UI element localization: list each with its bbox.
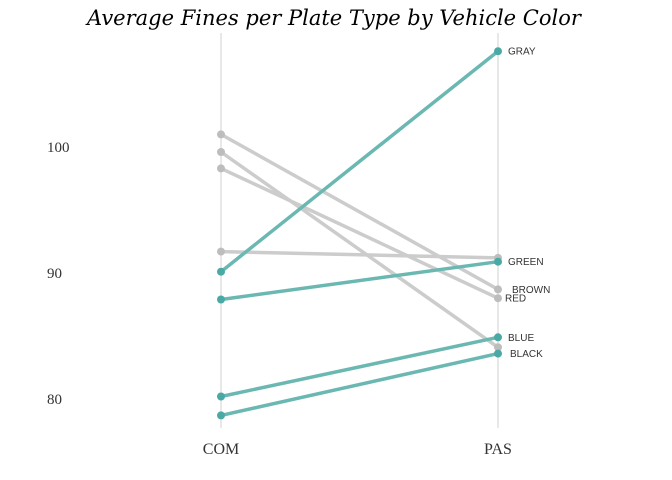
y-axis-ticks: 80 90 100 (47, 140, 70, 408)
series-label-gray: GRAY (508, 47, 536, 58)
series-line-gray (219, 49, 500, 274)
point-com-unlabeled-6 (217, 148, 225, 156)
x-axis-ticks: COM PAS (203, 441, 512, 458)
point-com-brown (217, 130, 225, 139)
point-pas-gray (494, 47, 502, 56)
series-label-brown: BROWN (512, 285, 550, 296)
point-com-gray (217, 267, 225, 276)
point-com-blue (217, 392, 225, 401)
series-line-red (219, 166, 500, 300)
point-pas-black (494, 349, 502, 358)
point-pas-blue (494, 333, 502, 342)
point-com-unlabeled-7 (217, 247, 225, 256)
muted-series-group (217, 130, 502, 352)
x-tick-label-com: COM (203, 441, 239, 458)
chart-title: Average Fines per Plate Type by Vehicle … (85, 6, 583, 30)
series-label-red: RED (505, 294, 526, 305)
y-tick-label: 100 (47, 140, 70, 156)
series-line-black (219, 351, 500, 418)
y-tick-label: 80 (47, 392, 62, 408)
series-label-black: BLACK (510, 349, 543, 360)
series-line-green (219, 259, 500, 302)
series-line-unlabeled-6 (219, 150, 500, 350)
series-line-brown (219, 132, 500, 292)
y-tick-label: 90 (47, 266, 62, 282)
point-com-green (217, 295, 225, 304)
point-pas-brown (494, 285, 502, 294)
point-com-red (217, 164, 225, 173)
series-label-blue: BLUE (508, 333, 534, 344)
point-pas-green (494, 257, 502, 266)
point-pas-unlabeled-6 (494, 343, 502, 352)
point-com-black (217, 411, 225, 420)
series-line-unlabeled-7 (219, 249, 500, 260)
highlight-series-group (217, 47, 502, 420)
series-label-green: GREEN (508, 257, 544, 268)
x-tick-label-pas: PAS (484, 441, 512, 458)
point-pas-red (494, 294, 502, 303)
series-line-blue (219, 335, 500, 399)
